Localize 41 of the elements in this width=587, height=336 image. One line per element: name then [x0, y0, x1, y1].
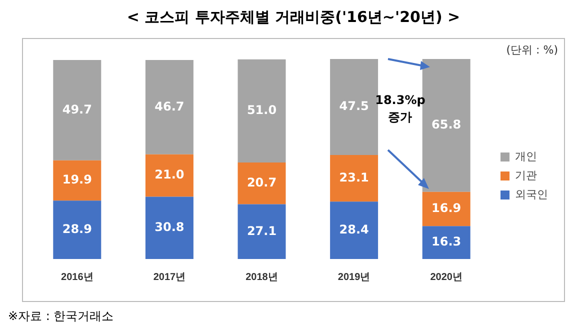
x-tick-label: 2019년 [338, 272, 370, 283]
x-tick-label: 2020년 [430, 272, 462, 283]
chart-title: < 코스피 투자주체별 거래비중('16년~'20년) > [126, 8, 462, 27]
data-label: 46.7 [154, 99, 184, 114]
data-label: 16.9 [432, 201, 462, 216]
data-label: 20.7 [246, 175, 277, 190]
x-tick-label: 2018년 [246, 272, 278, 283]
text: ※자료 : 한국거래소 [8, 308, 114, 325]
text: (단위 : %) [506, 43, 558, 56]
data-label: 27.1 [246, 224, 277, 238]
bar [330, 202, 378, 259]
data-label: 51.0 [246, 103, 277, 118]
data-label: 28.4 [339, 222, 369, 236]
data-label: 47.5 [339, 99, 369, 114]
bar [238, 59, 286, 162]
bar [145, 196, 194, 259]
data-label: 19.9 [62, 172, 92, 187]
bar [145, 154, 194, 197]
data-label: 65.8 [432, 118, 462, 132]
bar [53, 160, 102, 201]
bar [238, 162, 286, 204]
legend-label: 기관 [515, 170, 537, 182]
legend-label: 외국인 [515, 189, 548, 202]
data-label: 30.8 [154, 220, 184, 234]
bar [422, 192, 470, 226]
bar [238, 204, 286, 259]
bar [422, 226, 470, 259]
data-label: 21.0 [154, 168, 184, 182]
bar [53, 200, 102, 259]
data-label: 28.9 [62, 222, 92, 236]
x-tick-label: 2017년 [153, 272, 186, 283]
data-label: 16.3 [432, 234, 462, 249]
data-label: 23.1 [339, 170, 369, 184]
x-tick-label: 2016년 [61, 272, 94, 283]
annotation: 18.3%p 증가 [375, 93, 426, 124]
bar [330, 59, 378, 155]
bar [145, 60, 194, 154]
legend-label: 개인 [515, 151, 537, 164]
data-label: 49.7 [62, 102, 92, 116]
bar [53, 60, 102, 160]
bar [330, 154, 378, 202]
